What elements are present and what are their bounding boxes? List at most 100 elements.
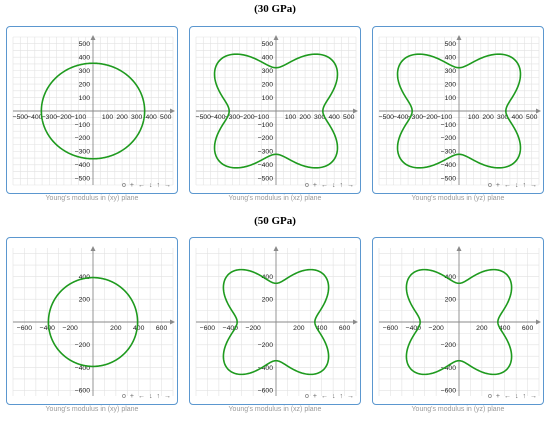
y-tick-label: 200 xyxy=(262,297,274,304)
pan-down-icon[interactable]: ↓ xyxy=(332,393,336,400)
x-tick-label: 100 xyxy=(102,114,114,121)
reset-view-icon[interactable]: o xyxy=(305,182,309,189)
x-axis-arrow-icon xyxy=(353,108,358,114)
x-axis-arrow-icon xyxy=(536,319,541,325)
x-tick-label: −200 xyxy=(239,114,255,121)
x-tick-label: −200 xyxy=(56,114,72,121)
y-axis-arrow-icon xyxy=(456,246,462,251)
chart-toolbar: o + ← ↓ ↑ → xyxy=(305,393,354,400)
chart-caption: Young's modulus in (xy) plane xyxy=(45,406,139,413)
pan-down-icon[interactable]: ↓ xyxy=(332,182,336,189)
reset-view-icon[interactable]: o xyxy=(122,182,126,189)
x-tick-label: −200 xyxy=(428,325,444,332)
zoom-in-icon[interactable]: + xyxy=(312,182,317,189)
chart-caption: Young's modulus in (yz) plane xyxy=(411,195,505,202)
x-tick-label: −300 xyxy=(225,114,241,121)
pan-right-icon[interactable]: → xyxy=(530,393,537,400)
x-tick-label: 200 xyxy=(476,325,488,332)
chart-plot: −600 −400 −200 200 400 600 400 200 −200 −400 −600 xyxy=(12,246,175,396)
x-tick-label: −300 xyxy=(42,114,58,121)
chart-panel-yz-30gpa[interactable]: −500 −400 −300 −200 −100 100 200 300 400 500 500 40… xyxy=(372,26,544,194)
y-tick-label: −200 xyxy=(258,135,274,142)
y-axis-arrow-icon xyxy=(456,35,462,40)
reset-view-icon[interactable]: o xyxy=(122,393,126,400)
x-tick-label: −400 xyxy=(406,325,422,332)
y-tick-label: 200 xyxy=(79,297,91,304)
zoom-in-icon[interactable]: + xyxy=(495,182,500,189)
reset-view-icon[interactable]: o xyxy=(305,393,309,400)
x-tick-label: 200 xyxy=(110,325,122,332)
x-tick-label: 400 xyxy=(512,114,524,121)
y-tick-label: 300 xyxy=(79,68,91,75)
pan-down-icon[interactable]: ↓ xyxy=(515,393,519,400)
y-tick-label: −500 xyxy=(75,176,91,183)
pan-left-icon[interactable]: ← xyxy=(321,393,328,400)
y-axis-arrow-icon xyxy=(90,246,96,251)
y-tick-label: 100 xyxy=(79,95,91,102)
zoom-in-icon[interactable]: + xyxy=(129,182,134,189)
pan-down-icon[interactable]: ↓ xyxy=(515,182,519,189)
x-tick-label: −500 xyxy=(13,114,29,121)
pan-up-icon[interactable]: ↑ xyxy=(339,182,344,189)
x-tick-label: −100 xyxy=(71,114,87,121)
y-tick-label: −500 xyxy=(441,176,457,183)
pan-right-icon[interactable]: → xyxy=(347,393,354,400)
y-tick-label: −300 xyxy=(75,149,91,156)
chart-toolbar: o + ← ↓ ↑ → xyxy=(305,182,354,189)
x-tick-label: 600 xyxy=(156,325,168,332)
pan-right-icon[interactable]: → xyxy=(347,182,354,189)
chart-panel-xy-50gpa[interactable]: −600 −400 −200 200 400 600 400 200 −200 −400 −600 o… xyxy=(6,237,178,405)
chart-panel-xz-50gpa[interactable]: −600 −400 −200 200 400 600 400 200 −200 −400 −600 o… xyxy=(189,237,361,405)
pan-up-icon[interactable]: ↑ xyxy=(339,393,344,400)
chart-panel-xy-30gpa[interactable]: −500 −400 −300 −200 −100 100 200 300 400 500 500 40… xyxy=(6,26,178,194)
pan-left-icon[interactable]: ← xyxy=(504,393,511,400)
x-tick-label: 300 xyxy=(131,114,143,121)
pan-left-icon[interactable]: ← xyxy=(321,182,328,189)
x-tick-label: −600 xyxy=(17,325,33,332)
zoom-in-icon[interactable]: + xyxy=(129,393,134,400)
y-tick-label: −100 xyxy=(258,122,274,129)
zoom-in-icon[interactable]: + xyxy=(495,393,500,400)
zoom-in-icon[interactable]: + xyxy=(312,393,317,400)
pan-up-icon[interactable]: ↑ xyxy=(156,393,161,400)
x-tick-label: −600 xyxy=(383,325,399,332)
y-tick-label: 400 xyxy=(262,274,274,281)
y-axis-arrow-icon xyxy=(273,35,279,40)
x-tick-label: 100 xyxy=(468,114,480,121)
y-tick-label: 100 xyxy=(445,95,457,102)
x-tick-label: −200 xyxy=(422,114,438,121)
y-tick-label: 400 xyxy=(262,54,274,61)
pan-up-icon[interactable]: ↑ xyxy=(522,182,527,189)
pan-right-icon[interactable]: → xyxy=(530,182,537,189)
pan-up-icon[interactable]: ↑ xyxy=(156,182,161,189)
x-tick-label: −300 xyxy=(408,114,424,121)
pan-right-icon[interactable]: → xyxy=(164,393,171,400)
x-tick-label: 600 xyxy=(339,325,351,332)
chart-caption: Young's modulus in (xz) plane xyxy=(228,195,322,202)
reset-view-icon[interactable]: o xyxy=(488,393,492,400)
chart-caption: Young's modulus in (xy) plane xyxy=(45,195,139,202)
y-tick-label: −300 xyxy=(441,149,457,156)
pan-down-icon[interactable]: ↓ xyxy=(149,393,153,400)
x-tick-label: 200 xyxy=(482,114,494,121)
pan-left-icon[interactable]: ← xyxy=(504,182,511,189)
x-tick-label: −500 xyxy=(196,114,212,121)
reset-view-icon[interactable]: o xyxy=(488,182,492,189)
y-tick-label: −400 xyxy=(258,162,274,169)
y-tick-label: −500 xyxy=(258,176,274,183)
y-tick-label: 300 xyxy=(445,68,457,75)
chart-plot: −500 −400 −300 −200 −100 100 200 300 400 50050040… xyxy=(196,35,358,186)
y-tick-label: 300 xyxy=(262,68,274,75)
x-axis-arrow-icon xyxy=(353,319,358,325)
pan-down-icon[interactable]: ↓ xyxy=(149,182,153,189)
y-tick-label: 400 xyxy=(445,274,457,281)
chart-panel-xz-30gpa[interactable]: −500 −400 −300 −200 −100 100 200 300 400 500 500 40… xyxy=(189,26,361,194)
pan-up-icon[interactable]: ↑ xyxy=(522,393,527,400)
pan-left-icon[interactable]: ← xyxy=(138,182,145,189)
x-tick-label: −400 xyxy=(40,325,56,332)
pan-left-icon[interactable]: ← xyxy=(138,393,145,400)
y-tick-label: 200 xyxy=(262,81,274,88)
y-tick-label: 400 xyxy=(79,54,91,61)
chart-panel-yz-50gpa[interactable]: −600 −400 −200 200 400 600 400 200 −200 −400 −600 o… xyxy=(372,237,544,405)
pan-right-icon[interactable]: → xyxy=(164,182,171,189)
